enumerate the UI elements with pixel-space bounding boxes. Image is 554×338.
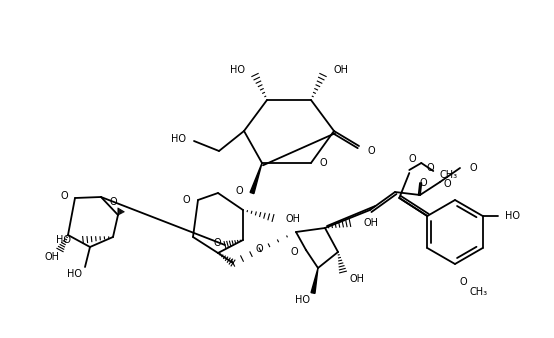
Text: O: O: [290, 247, 298, 257]
Polygon shape: [250, 163, 262, 194]
Text: O: O: [367, 146, 375, 156]
Text: OH: OH: [285, 214, 300, 224]
Text: OH: OH: [350, 274, 365, 284]
Text: O: O: [470, 163, 478, 173]
Text: O: O: [182, 195, 190, 205]
Text: O: O: [443, 179, 450, 189]
Text: O: O: [109, 197, 117, 207]
Text: O: O: [426, 163, 434, 173]
Text: HO: HO: [295, 295, 310, 305]
Text: HO: HO: [505, 211, 520, 221]
Text: HO: HO: [56, 235, 71, 245]
Text: O: O: [213, 238, 221, 248]
Text: CH₃: CH₃: [439, 170, 458, 180]
Text: OH: OH: [333, 65, 348, 75]
Text: HO: HO: [230, 65, 245, 75]
Text: O: O: [419, 178, 427, 188]
Polygon shape: [311, 268, 318, 293]
Text: HO: HO: [171, 134, 186, 144]
Text: CH₃: CH₃: [470, 287, 488, 297]
Text: OH: OH: [363, 218, 378, 228]
Text: O: O: [255, 244, 263, 254]
Text: O: O: [319, 158, 327, 168]
Text: O: O: [60, 191, 68, 201]
Text: O: O: [235, 186, 243, 196]
Text: OH: OH: [44, 252, 59, 262]
Text: O: O: [460, 277, 468, 287]
Text: O: O: [408, 154, 416, 164]
Text: HO: HO: [67, 269, 82, 279]
